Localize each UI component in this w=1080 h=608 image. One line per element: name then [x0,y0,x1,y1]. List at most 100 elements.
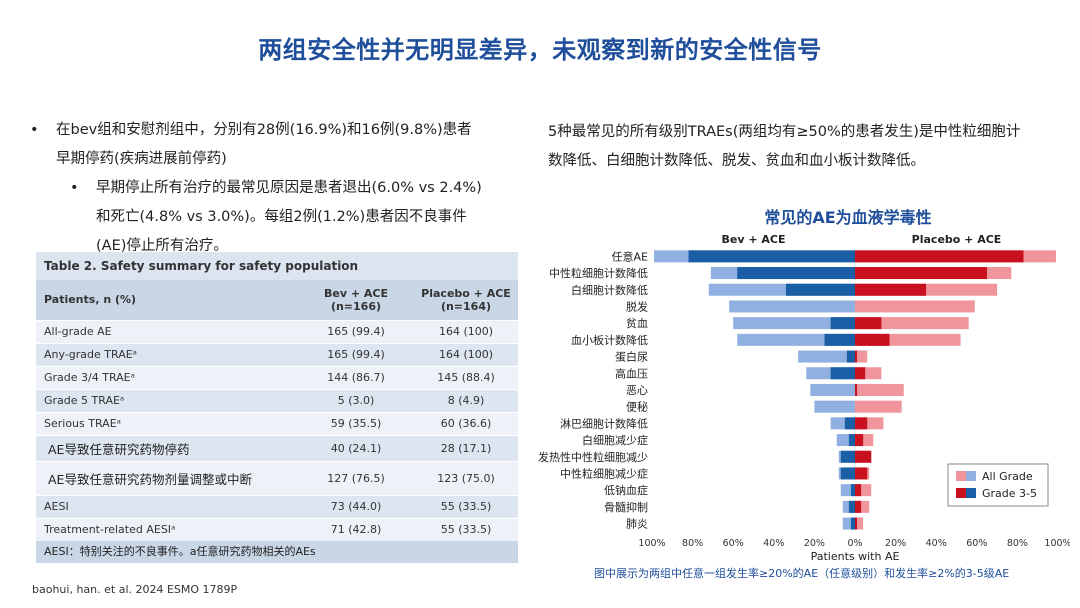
slide-title: 两组安全性并无明显差异，未观察到新的安全性信号 [258,36,822,64]
right-line1: 5种最常见的所有级别TRAEs(两组均有≥50%的患者发生)是中性粒细胞计 [548,124,1021,140]
bar-placebo-all-grade [855,517,864,530]
category-label: 任意AE [612,249,649,263]
x-axis-label: Patients with AE [811,550,900,563]
cell-placebo: 60 (36.6) [414,411,518,435]
bar-placebo-grade-3-5 [855,500,862,513]
table-row: AE导致任意研究药物停药 40 (24.1) 28 (17.1) [36,434,518,461]
cell-bev: 144 (86.7) [298,365,414,389]
col-header-bev-name: Bev + ACE [324,286,388,300]
bar-placebo-grade-3-5 [855,367,866,380]
chart-title: 常见的AE为血液学毒性 [764,208,932,227]
bar-bev-all-grade [729,300,855,313]
bar-bev-grade-3-5 [850,484,855,497]
bar-bev-grade-3-5 [844,417,855,430]
cell-placebo: 8 (4.9) [414,388,518,412]
x-tick-label: 100% [638,538,665,549]
table-title: Table 2. Safety summary for safety popul… [36,252,518,280]
row-label: AESI [36,494,298,518]
bullet-early-discontinuation: • 在bev组和安慰剂组中，分别有28例(16.9%)和16例(9.8%)患者 … [30,116,510,174]
bar-bev-grade-3-5 [840,450,855,463]
bar-bev-grade-3-5 [846,350,855,363]
table-row: Any-grade TRAEᵃ 165 (99.4) 164 (100) [36,342,518,366]
x-tick-label: 0% [847,538,862,549]
bar-placebo-grade-3-5 [855,417,868,430]
bar-bev-grade-3-5 [785,283,855,296]
category-label: 白细胞减少症 [582,433,648,447]
legend-label-all-grade: All Grade [982,470,1033,483]
category-label: 肺炎 [626,518,648,531]
x-tick-label: 80% [682,538,703,549]
col-header-placebo-name: Placebo + ACE [421,286,511,300]
cell-bev: 73 (44.0) [298,494,414,518]
bar-placebo-grade-3-5 [855,350,858,363]
bar-placebo-grade-3-5 [855,484,862,497]
legend-label-grade-3-5: Grade 3-5 [982,487,1037,500]
table-row: Serious TRAEᵃ 59 (35.5) 60 (36.6) [36,411,518,435]
row-label: Grade 5 TRAEᵃ [36,388,298,412]
bar-placebo-grade-3-5 [855,467,868,480]
bar-bev-grade-3-5 [840,467,855,480]
right-line2: 数降低、白细胞计数降低、脱发、贫血和血小板计数降低。 [548,153,925,169]
category-label: 中性粒细胞计数降低 [549,266,648,280]
bullet2-line2: 和死亡(4.8% vs 3.0%)。每组2例(1.2%)患者因不良事件 [96,209,467,225]
cell-placebo: 164 (100) [414,319,518,343]
category-label: 高血压 [615,366,648,380]
bar-bev-grade-3-5 [737,267,855,280]
x-tick-label: 60% [966,538,987,549]
x-tick-label: 20% [804,538,825,549]
x-tick-label: 40% [763,538,784,549]
cell-placebo: 164 (100) [414,342,518,366]
ae-butterfly-chart: Bev + ACE Placebo + ACE 任意AE 中性粒细胞计数降低白细胞计数… [538,233,1070,563]
bar-bev-grade-3-5 [824,333,855,346]
bar-bev-grade-3-5 [850,517,855,530]
bar-placebo-grade-3-5 [855,517,858,530]
bar-bev-all-grade [814,400,855,413]
category-label: 白细胞计数降低 [571,283,648,297]
left-bullets: • 在bev组和安慰剂组中，分别有28例(16.9%)和16例(9.8%)患者 … [30,116,510,261]
col-header-bev: Bev + ACE (n=166) [298,280,414,320]
category-label: 淋巴细胞计数降低 [560,416,648,430]
cell-bev: 165 (99.4) [298,319,414,343]
bar-placebo-all-grade [855,300,975,313]
row-label: Any-grade TRAEᵃ [36,342,298,366]
row-label: Serious TRAEᵃ [36,411,298,435]
row-label: AE导致任意研究药物停药 [36,434,298,461]
col-header-placebo: Placebo + ACE (n=164) [414,280,518,320]
category-label: 脱发 [626,299,648,313]
bullet1-line1: 在bev组和安慰剂组中，分别有28例(16.9%)和16例(9.8%)患者 [56,122,472,138]
category-label: 蛋白尿 [615,350,648,364]
cell-placebo: 28 (17.1) [414,434,518,461]
bar-bev-grade-3-5 [830,317,855,330]
table-row: All-grade AE 165 (99.4) 164 (100) [36,319,518,343]
bullet1-line2: 早期停药(疾病进展前停药) [56,151,227,167]
table-row: Grade 5 TRAEᵃ 5 (3.0) 8 (4.9) [36,388,518,412]
bar-bev-grade-3-5 [688,250,855,263]
table-footnote: AESI：特别关注的不良事件。a任意研究药物相关的AEs [36,541,518,563]
bar-placebo-all-grade [855,383,904,396]
cell-placebo: 55 (33.5) [414,517,518,541]
category-label: 血小板计数降低 [571,333,648,347]
bar-bev-all-grade [810,383,855,396]
legend-swatch-all-grade-placebo [956,471,966,481]
chart-footnote: 图中展示为两组中任意一组发生率≥20%的AE（任意级别）和发生率≥2%的3-5级… [594,567,1010,580]
row-label: All-grade AE [36,319,298,343]
cell-bev: 40 (24.1) [298,434,414,461]
cell-bev: 5 (3.0) [298,388,414,412]
category-label: 发热性中性粒细胞减少 [538,450,648,464]
bar-bev-grade-3-5 [848,500,855,513]
cell-bev: 71 (42.8) [298,517,414,541]
bar-placebo-grade-3-5 [855,267,987,280]
bar-placebo-grade-3-5 [855,283,927,296]
table-row: Treatment-related AESIᵃ 71 (42.8) 55 (33… [36,517,518,541]
bar-placebo-grade-3-5 [855,383,858,396]
cell-placebo: 123 (75.0) [414,460,518,495]
cell-bev: 127 (76.5) [298,460,414,495]
row-label: Grade 3/4 TRAEᵃ [36,365,298,389]
legend-swatch-grade35-placebo [956,488,966,498]
bar-bev-grade-3-5 [830,367,855,380]
group-label-bev: Bev + ACE [722,233,786,246]
row-label: AE导致任意研究药物剂量调整或中断 [36,460,298,495]
category-label: 贫血 [626,316,648,330]
col-header-placebo-n: (n=164) [440,299,492,313]
bar-bev-grade-3-5 [848,434,855,447]
